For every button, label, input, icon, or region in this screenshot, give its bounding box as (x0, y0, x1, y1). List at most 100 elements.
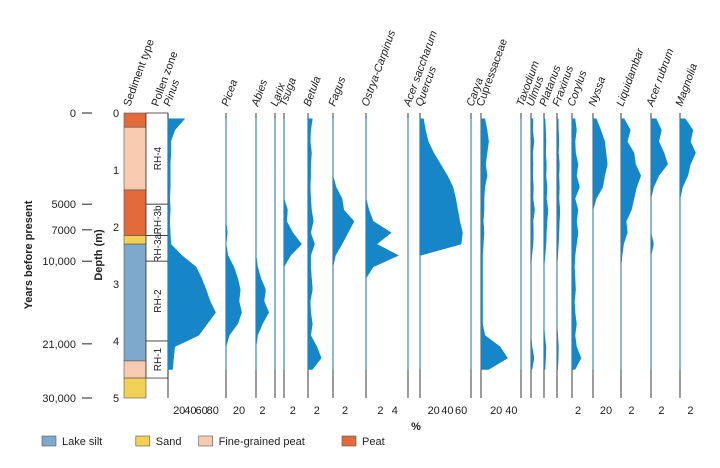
years-tick-label: 30,000 (42, 393, 76, 405)
taxon-label: Nyssa (587, 75, 609, 108)
taxon-curve-fraxinus (556, 118, 561, 370)
taxon-scale-label: 60 (195, 405, 207, 417)
taxon-column: Liquidambar 2 (615, 46, 647, 417)
taxon-scale-label: 2 (377, 405, 383, 417)
taxon-column: Taxodium (515, 59, 542, 398)
depth-tick-label: 1 (113, 165, 119, 177)
taxon-column: Platanus (538, 63, 564, 398)
taxon-column: Abies 2 (249, 78, 270, 417)
taxon-scale-label: 4 (392, 405, 398, 417)
taxon-curve-corylus (571, 118, 582, 370)
pollen-zone-label: RH-2 (153, 289, 164, 313)
taxon-column: Ulmus (525, 74, 547, 398)
depth-tick-label: 4 (113, 336, 119, 348)
taxon-label: Betula (302, 75, 324, 108)
taxon-curve-cupressaceae (480, 118, 508, 370)
taxon-scale-label: 20 (428, 405, 440, 417)
taxon-column: Magnolia 2 (674, 62, 701, 417)
legend-swatch (198, 435, 213, 447)
taxon-scale-label: 2 (342, 405, 348, 417)
depth-tick-label: 3 (113, 279, 119, 291)
taxon-column: Larix (269, 81, 288, 398)
taxon-column: Nyssa 20 (587, 75, 613, 417)
taxon-curve-tsuga (283, 118, 302, 370)
legend-label: Lake silt (62, 436, 102, 448)
sediment-layer (123, 126, 147, 191)
taxon-curve-acer-rubrum (650, 118, 668, 370)
taxon-curve-nyssa (592, 118, 608, 370)
taxon-column: Fagus 2 (327, 75, 355, 417)
taxon-scale-label: 2 (628, 405, 634, 417)
depth-tick-label: 2 (113, 222, 119, 234)
pollen-zone-label: RH-4 (153, 146, 164, 170)
legend-label: Sand (156, 436, 182, 448)
years-axis-title: Years before present (23, 200, 35, 309)
years-tick-label: 7000 (52, 225, 76, 237)
depth-axis: 0 1 2 3 4 5 (113, 108, 119, 405)
sediment-layer (123, 235, 147, 245)
pollen-zone-label: RH-3b (153, 205, 164, 234)
sediment-layer (123, 189, 147, 236)
taxon-scale-label: 60 (455, 405, 467, 417)
x-axis-title: % (411, 421, 421, 433)
years-axis: 0 5000 7000 10,000 21,000 30,000 (42, 108, 92, 405)
sediment-layer (123, 243, 147, 362)
sediment-layer (123, 360, 147, 379)
legend-label: Fine-grained peat (219, 436, 305, 448)
taxon-label: Magnolia (674, 62, 701, 108)
taxon-curve-picea (225, 118, 242, 370)
depth-tick-label: 5 (113, 393, 119, 405)
legend-swatch (135, 435, 151, 447)
taxon-curve-ulmus (530, 118, 535, 370)
legend-swatch (41, 435, 57, 447)
taxon-curve-betula (307, 118, 322, 370)
taxon-column: Ostrya-Carpinus 2 4 (360, 28, 399, 417)
pollen-zone-label: RH-3a (153, 233, 164, 262)
taxon-curve-ostrya-carpinus (365, 118, 399, 370)
taxon-column: Betula 2 (302, 75, 324, 417)
taxon-label: Abies (249, 78, 270, 109)
taxon-curve-abies (255, 118, 270, 370)
sediment-layer (123, 377, 147, 399)
legend-swatch (341, 435, 357, 447)
taxon-scale-label: 20 (600, 405, 612, 417)
taxon-curve-platanus (543, 118, 549, 370)
taxon-column: Picea 20 (220, 78, 246, 417)
years-tick-label: 10,000 (42, 256, 76, 268)
taxon-scale-label: 2 (658, 405, 664, 417)
taxon-curve-pinus (167, 118, 216, 370)
years-tick-label: 21,000 (42, 339, 76, 351)
taxon-curve-quercus (419, 118, 463, 370)
taxon-scale-label: 40 (505, 405, 517, 417)
taxon-curve-fagus (332, 118, 355, 370)
taxon-label: Picea (220, 78, 241, 108)
taxon-scale-label: 20 (173, 405, 185, 417)
taxon-scale-label: 20 (233, 405, 245, 417)
taxon-label: Ostrya-Carpinus (360, 28, 399, 108)
taxon-scale-label: 2 (575, 405, 581, 417)
depth-tick-label: 0 (113, 108, 119, 120)
taxon-label: Liquidambar (615, 46, 647, 108)
sediment-layer (123, 112, 147, 128)
taxon-label: Fagus (327, 75, 349, 108)
years-tick-label: 5000 (52, 199, 76, 211)
legend: Lake silt Sand Fine-grained peat Peat (41, 435, 385, 448)
pollen-zone-label: RH-1 (153, 347, 164, 371)
taxon-scale-label: 20 (490, 405, 502, 417)
taxon-scale-label: 40 (184, 405, 196, 417)
taxon-scale-label: 2 (314, 405, 320, 417)
taxon-curve-liquidambar (620, 118, 642, 370)
legend-label: Peat (362, 436, 385, 448)
depth-axis-title: Depth (m) (93, 229, 105, 281)
taxon-column: Acer rubrum 2 (644, 47, 676, 417)
taxon-scale-label: 2 (259, 405, 265, 417)
taxon-scale-label: 80 (207, 405, 219, 417)
years-tick-label: 0 (70, 108, 76, 120)
taxon-label: Cupressaceae (475, 37, 511, 108)
